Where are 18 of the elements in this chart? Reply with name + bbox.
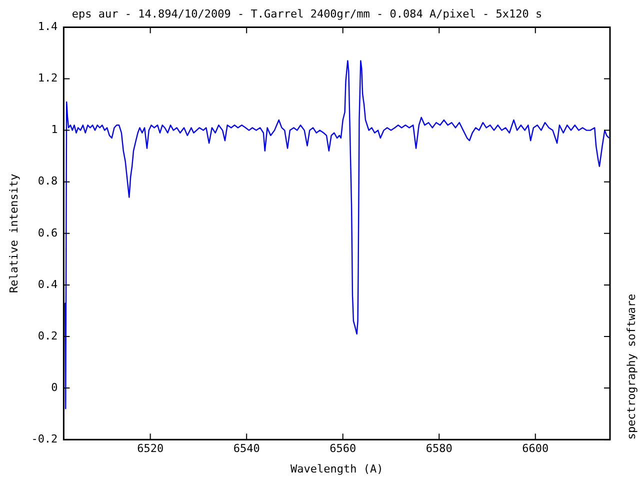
text: spectrography software <box>624 294 638 440</box>
y-axis-title: Relative intensity <box>7 173 20 294</box>
x-axis-title: Wavelength (A) <box>290 462 384 476</box>
y-tick-label: 0.2 <box>38 329 58 342</box>
y-tick-label: 1 <box>51 123 58 136</box>
x-tick-label: 6600 <box>522 442 549 456</box>
y-tick-label: 1.4 <box>38 20 58 34</box>
x-tick-label: 6560 <box>330 442 356 456</box>
y-tick-label: 0.4 <box>38 278 58 291</box>
y-tick-label: 0.8 <box>38 174 58 188</box>
y-tick-label: 1.2 <box>38 72 58 85</box>
y-tick-label: 0 <box>51 380 58 394</box>
chart-title: eps aur - 14.894/10/2009 - T.Garrel 2400gr/mm - 0.084 A/pixel - 5x120 s <box>72 7 542 20</box>
y-tick-label: 0.6 <box>38 226 58 240</box>
x-tick-label: 6540 <box>233 442 260 456</box>
x-tick-label: 6520 <box>137 442 164 456</box>
x-tick-label: 6580 <box>426 442 452 456</box>
y-tick-label: -0.2 <box>31 432 58 446</box>
